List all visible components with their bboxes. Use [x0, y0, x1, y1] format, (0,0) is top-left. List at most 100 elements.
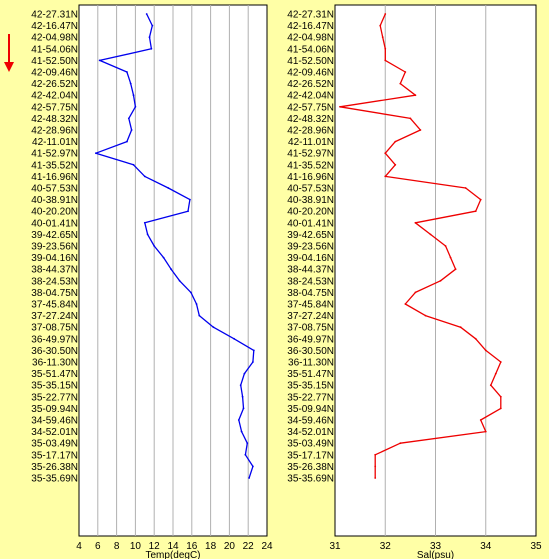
- data-point: [143, 221, 146, 224]
- data-point: [374, 453, 377, 456]
- y-tick-label: 34-59.46N: [31, 416, 78, 427]
- y-tick-label: 35-17.17N: [287, 450, 334, 461]
- y-tick-label: 38-24.53N: [287, 276, 334, 287]
- data-point: [195, 303, 198, 305]
- y-tick-label: 41-35.52N: [31, 160, 78, 171]
- data-point: [239, 384, 242, 387]
- y-tick-label: 42-57.75N: [31, 102, 78, 113]
- x-tick-label: 10: [130, 541, 142, 552]
- y-tick-label: 42-27.31N: [287, 10, 334, 21]
- data-point: [241, 395, 244, 398]
- data-point: [499, 395, 502, 398]
- data-point: [484, 349, 487, 352]
- data-point: [499, 407, 502, 410]
- data-point: [444, 245, 447, 247]
- data-point: [399, 82, 402, 85]
- x-tick-label: 4: [76, 541, 82, 552]
- y-tick-label: 38-44.37N: [287, 265, 334, 276]
- y-tick-label: 35-09.94N: [287, 404, 334, 415]
- data-point: [98, 59, 101, 62]
- y-tick-label: 42-42.04N: [287, 91, 334, 102]
- y-tick-label: 35-51.47N: [31, 369, 78, 380]
- y-tick-label: 41-16.96N: [287, 172, 334, 183]
- y-tick-label: 38-04.75N: [287, 288, 334, 299]
- data-point: [198, 314, 201, 317]
- y-tick-label: 40-38.91N: [31, 195, 78, 206]
- y-tick-label: 35-35.15N: [287, 381, 334, 392]
- y-tick-label: 42-26.52N: [287, 79, 334, 90]
- data-point: [240, 430, 243, 433]
- data-point: [189, 291, 192, 294]
- y-tick-label: 42-48.32N: [31, 114, 78, 125]
- y-tick-label: 42-09.46N: [31, 68, 78, 79]
- y-tick-label: 42-27.31N: [31, 10, 78, 21]
- y-tick-label: 42-42.04N: [31, 91, 78, 102]
- data-point: [339, 105, 341, 108]
- y-tick-label: 40-20.20N: [287, 207, 334, 218]
- y-tick-label: 35-17.17N: [31, 450, 78, 461]
- data-point: [454, 268, 457, 271]
- data-point: [132, 163, 135, 166]
- data-point: [150, 47, 153, 50]
- data-point: [409, 117, 412, 120]
- y-tick-label: 40-57.53N: [287, 184, 334, 195]
- data-point: [178, 279, 181, 282]
- data-point: [381, 36, 384, 39]
- data-point: [126, 140, 128, 143]
- data-point: [449, 256, 452, 259]
- y-tick-label: 36-11.30N: [288, 358, 334, 369]
- data-point: [212, 326, 215, 329]
- y-tick-label: 39-04.16N: [31, 253, 78, 264]
- data-point: [499, 361, 502, 363]
- chart-panel-1: 4 6 8 10 12 14 16 18 20 22 2442-27.31N42-16.47N42-…: [31, 4, 273, 559]
- data-point: [187, 210, 189, 213]
- y-tick-label: 38-04.75N: [31, 288, 78, 299]
- x-tick-label: 31: [329, 541, 341, 552]
- data-point: [459, 326, 462, 329]
- x-tick-label: 16: [186, 541, 198, 552]
- data-point: [404, 71, 407, 73]
- y-tick-label: 39-04.16N: [287, 253, 334, 264]
- data-point: [233, 337, 236, 340]
- y-tick-label: 42-48.32N: [287, 114, 334, 125]
- data-point: [414, 221, 417, 224]
- y-tick-label: 41-52.50N: [287, 56, 334, 67]
- x-tick-label: 22: [243, 541, 255, 552]
- y-tick-label: 41-35.52N: [287, 160, 334, 171]
- y-tick-label: 37-45.84N: [31, 300, 78, 311]
- data-point: [126, 71, 128, 73]
- y-tick-label: 40-01.41N: [31, 218, 78, 229]
- y-tick-label: 35-03.49N: [31, 439, 78, 450]
- data-point: [414, 291, 417, 294]
- y-tick-label: 38-44.37N: [31, 265, 78, 276]
- x-tick-label: 33: [430, 541, 442, 552]
- data-point: [95, 152, 97, 155]
- data-point: [167, 187, 170, 189]
- x-tick-label: 12: [149, 541, 161, 552]
- y-tick-label: 39-23.56N: [31, 242, 78, 253]
- data-point: [130, 129, 133, 131]
- y-tick-label: 36-11.30N: [32, 358, 78, 369]
- data-point: [248, 477, 251, 479]
- y-tick-label: 39-23.56N: [287, 242, 334, 253]
- data-point: [242, 407, 245, 410]
- data-point: [237, 419, 240, 421]
- x-tick-label: 35: [530, 541, 542, 552]
- data-point: [384, 13, 387, 15]
- data-point: [145, 13, 148, 15]
- x-tick-label: 20: [224, 541, 236, 552]
- data-point: [414, 94, 417, 97]
- y-tick-label: 42-04.98N: [287, 33, 334, 44]
- y-tick-label: 40-38.91N: [287, 195, 334, 206]
- data-point: [162, 256, 165, 259]
- y-tick-label: 37-45.84N: [287, 300, 334, 311]
- y-tick-label: 42-26.52N: [31, 79, 78, 90]
- y-tick-label: 42-11.01N: [288, 137, 334, 148]
- y-tick-label: 42-16.47N: [287, 21, 334, 32]
- y-tick-label: 42-28.96N: [287, 126, 334, 137]
- data-point: [153, 245, 156, 247]
- y-tick-label: 37-08.75N: [31, 323, 78, 334]
- data-point: [484, 430, 487, 433]
